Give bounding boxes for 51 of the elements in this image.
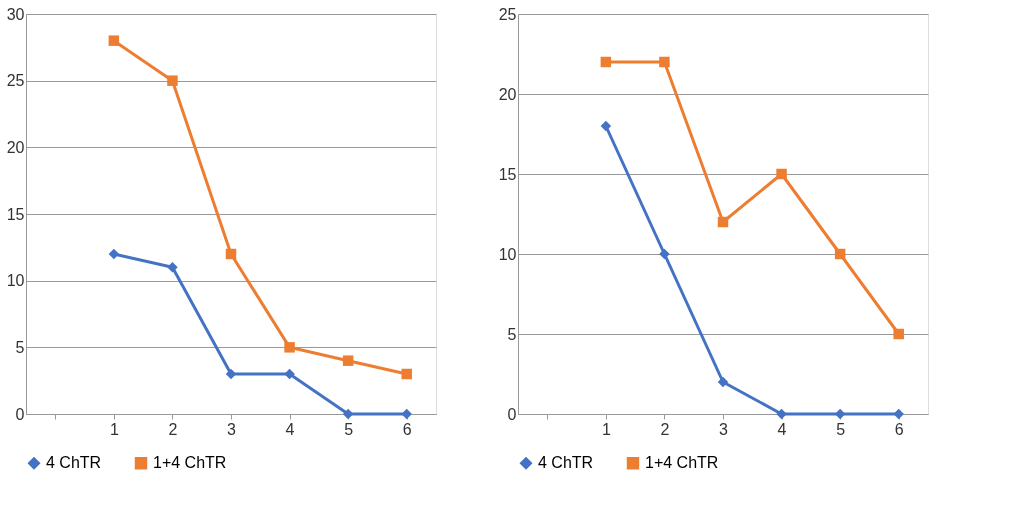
point <box>225 248 237 260</box>
point <box>167 75 178 86</box>
y-tick-label: 15 <box>6 205 25 223</box>
point <box>600 120 612 132</box>
y-tick-label: 10 <box>498 245 517 263</box>
legend-label: 4 ChTR <box>46 454 102 472</box>
y-tick-label: 15 <box>498 165 517 183</box>
y-tick-label: 25 <box>498 5 517 23</box>
x-tick-label: 4 <box>777 420 787 438</box>
point <box>108 248 120 260</box>
y-tick-label: 0 <box>507 405 517 423</box>
x-tick-label: 6 <box>894 420 904 438</box>
legend-label: 1+4 ChTR <box>645 454 719 472</box>
x-tick-label: 1 <box>109 420 119 438</box>
x-tick-label: 2 <box>168 420 178 438</box>
x-tick-label: 6 <box>402 420 412 438</box>
point <box>776 408 787 420</box>
point <box>167 262 178 273</box>
point <box>659 248 670 260</box>
point <box>401 368 412 380</box>
point <box>776 168 787 180</box>
x-tick-label: 1 <box>601 420 611 438</box>
point <box>284 342 295 353</box>
point <box>342 355 354 366</box>
y-tick-label: 20 <box>6 138 25 156</box>
point <box>834 248 846 260</box>
y-tick-label: 10 <box>6 272 25 290</box>
x-tick-label: 3 <box>227 420 237 438</box>
x-tick-label: 5 <box>836 420 846 438</box>
point <box>717 216 729 228</box>
point <box>659 56 670 68</box>
y-tick-label: 5 <box>507 325 517 343</box>
point <box>893 328 904 340</box>
point <box>342 408 354 420</box>
x-tick-label: 4 <box>285 420 295 438</box>
y-tick-label: 30 <box>6 5 25 23</box>
point <box>108 35 120 46</box>
x-tick-label: 2 <box>660 420 670 438</box>
point <box>401 408 412 420</box>
legend-label: 4 ChTR <box>538 454 594 472</box>
point <box>284 368 295 380</box>
y-tick-label: 5 <box>15 338 25 356</box>
x-tick-label: 5 <box>344 420 354 438</box>
legend-label: 1+4 ChTR <box>153 454 227 472</box>
y-tick-label: 25 <box>6 72 25 90</box>
x-tick-label: 3 <box>719 420 729 438</box>
y-tick-label: 0 <box>15 405 25 423</box>
y-tick-label: 20 <box>498 85 517 103</box>
point <box>600 56 612 68</box>
point <box>717 376 729 388</box>
point <box>893 408 904 420</box>
